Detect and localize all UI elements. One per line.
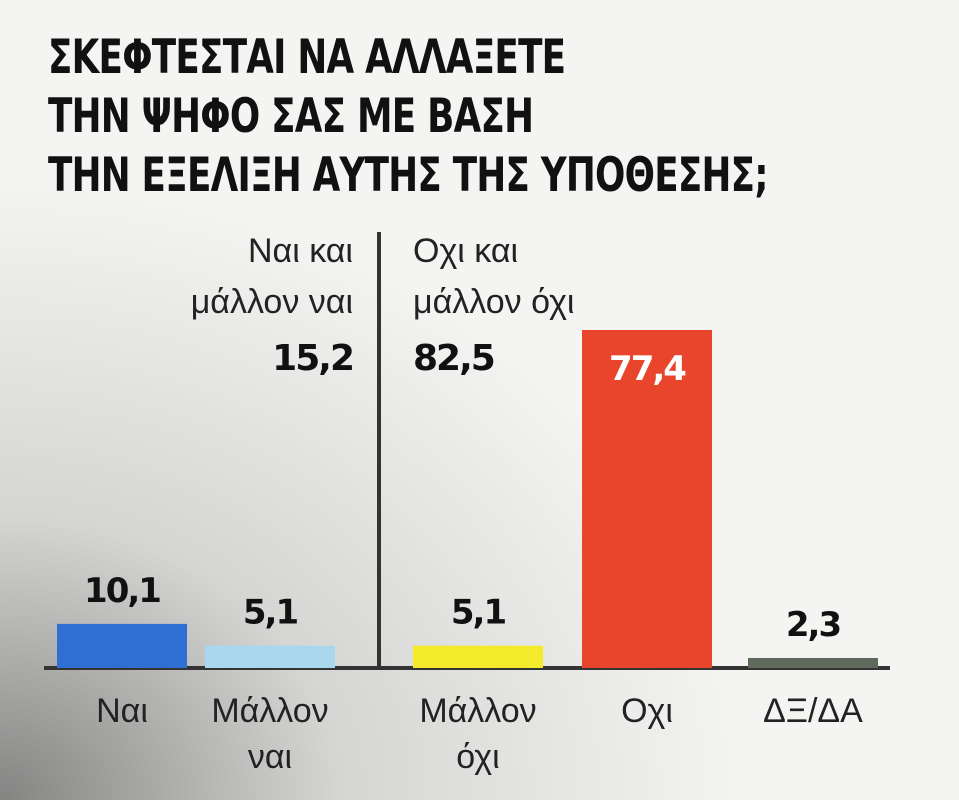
- category-label: Οχι: [621, 692, 673, 730]
- bar: [748, 657, 878, 668]
- bar: [413, 645, 543, 668]
- group-label-yes: Ναι και: [248, 232, 353, 270]
- data-label: 5,1: [451, 593, 506, 633]
- category-label: Μάλλον: [419, 692, 536, 730]
- data-label: 77,4: [609, 349, 686, 389]
- group-value-no: 82,5: [413, 338, 494, 379]
- data-label: 2,3: [786, 605, 840, 645]
- title-line: ΤΗΝ ΕΞΕΛΙΞΗ ΑΥΤΗΣ ΤΗΣ ΥΠΟΘΕΣΗΣ;: [48, 148, 769, 203]
- category-label: Ναι: [96, 692, 148, 730]
- data-label: 5,1: [243, 593, 298, 633]
- bar: [205, 645, 335, 668]
- title-line: ΤΗΝ ΨΗΦΟ ΣΑΣ ΜΕ ΒΑΣΗ: [48, 89, 534, 144]
- group-label-no: Οχι και: [413, 232, 518, 270]
- category-label: ναι: [248, 738, 292, 776]
- group-label-no: μάλλον όχι: [413, 283, 574, 321]
- bar: [57, 623, 187, 668]
- data-label: 10,1: [84, 571, 160, 611]
- title-line: ΣΚΕΦΤΕΣΤΑΙ ΝΑ ΑΛΛΑΞΕΤΕ: [48, 30, 566, 85]
- group-value-yes: 15,2: [272, 338, 353, 379]
- category-label: ΔΞ/ΔΑ: [763, 692, 863, 730]
- chart-title: ΣΚΕΦΤΕΣΤΑΙ ΝΑ ΑΛΛΑΞΕΤΕ ΤΗΝ ΨΗΦΟ ΣΑΣ ΜΕ Β…: [48, 28, 769, 205]
- bar: [582, 330, 712, 668]
- category-label: Μάλλον: [211, 692, 328, 730]
- category-label: όχι: [456, 738, 499, 776]
- group-label-yes: μάλλον ναι: [191, 283, 353, 321]
